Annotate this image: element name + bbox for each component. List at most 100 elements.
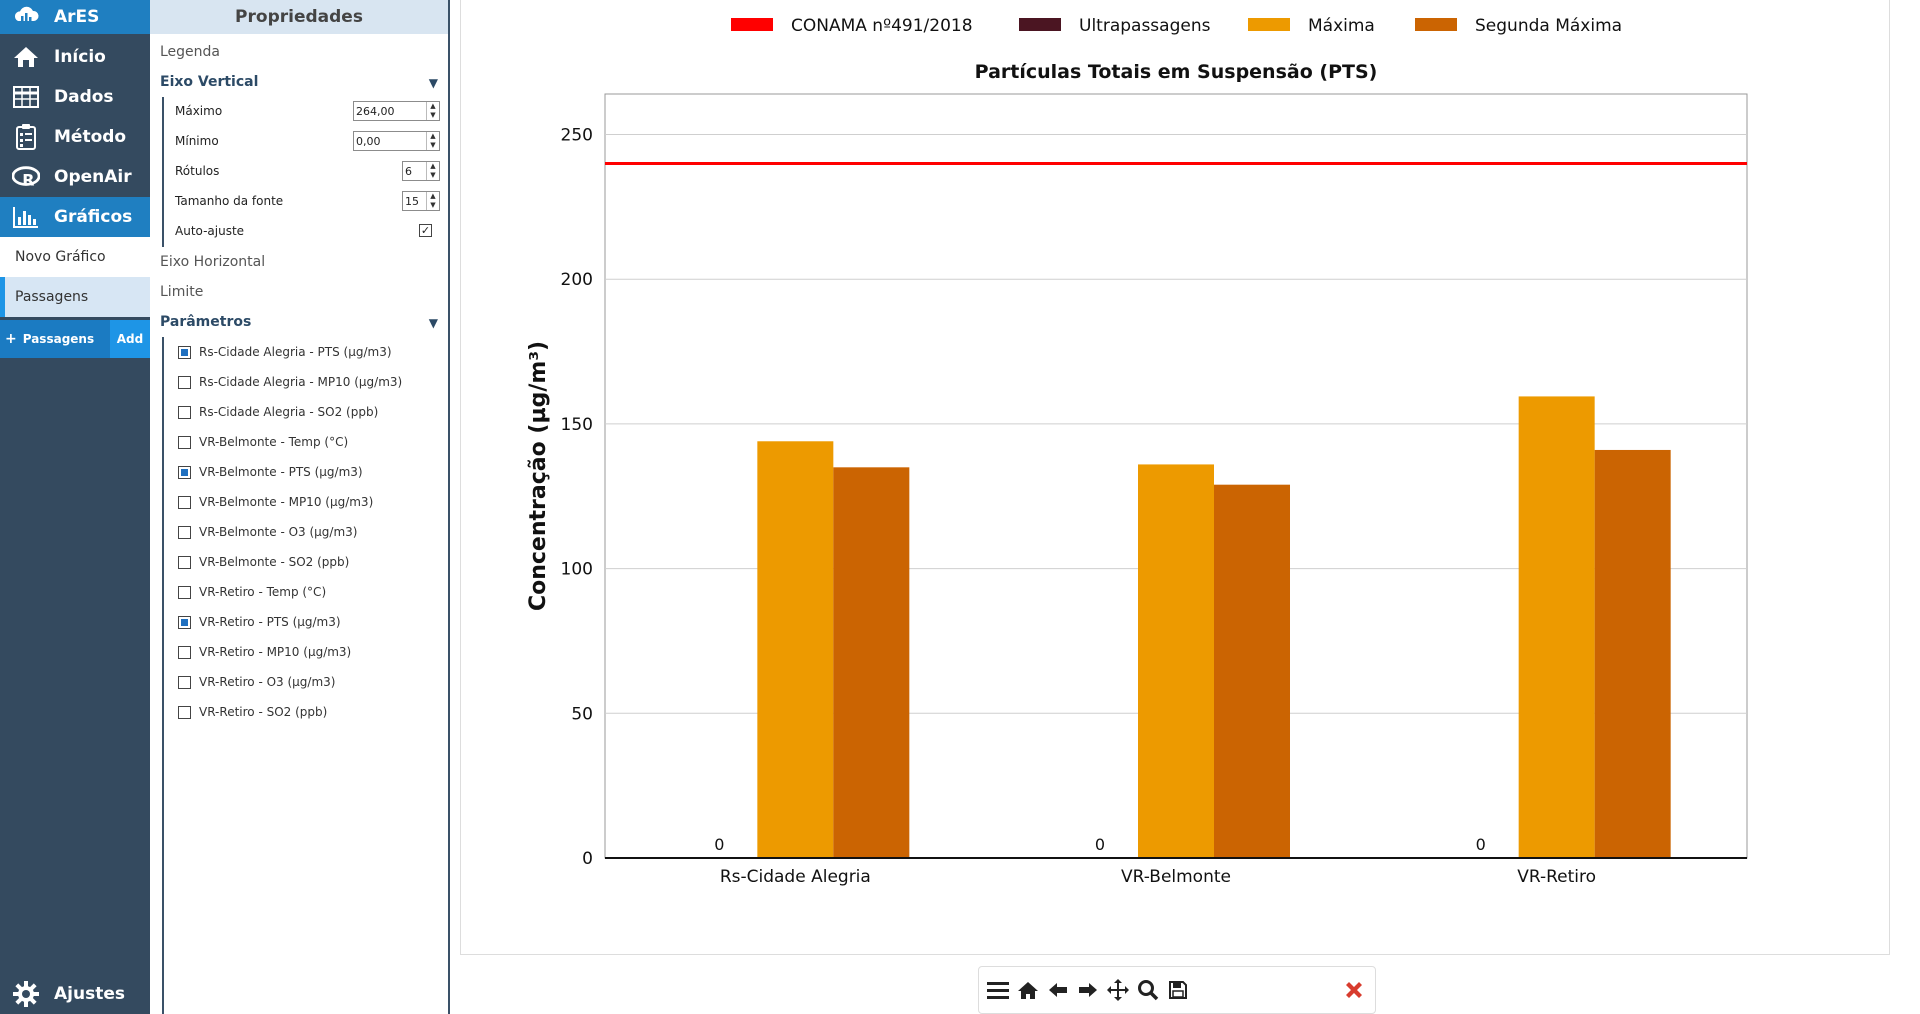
pan-icon[interactable] (1103, 975, 1133, 1005)
parameter-item[interactable]: VR-Retiro - PTS (µg/m3) (178, 610, 341, 634)
legend-swatch (1019, 18, 1061, 31)
parameter-checkbox[interactable] (178, 705, 191, 719)
parameter-item[interactable]: VR-Retiro - SO2 (ppb) (178, 700, 327, 724)
minimo-spinbox[interactable]: 0,00 ▲ ▼ (353, 131, 440, 151)
nav-item-label: Início (54, 47, 106, 67)
gear-icon (12, 980, 40, 1008)
eixo-vertical-label: Eixo Vertical (160, 74, 259, 90)
parameter-checkbox[interactable] (178, 405, 191, 419)
parameter-item[interactable]: VR-Retiro - MP10 (µg/m3) (178, 640, 351, 664)
parametros-label: Parâmetros (160, 314, 252, 330)
nav-item-openair[interactable]: R OpenAir (0, 157, 150, 197)
parameter-checkbox[interactable] (178, 435, 191, 449)
nav-item-label: Dados (54, 87, 114, 107)
menu-icon[interactable] (983, 975, 1013, 1005)
parameter-checkbox[interactable] (178, 585, 191, 599)
chart-title: Partículas Totais em Suspensão (PTS) (975, 61, 1378, 83)
bar-chart-icon (12, 203, 40, 231)
tree-line (162, 97, 164, 247)
parameter-item[interactable]: VR-Retiro - Temp (°C) (178, 580, 326, 604)
parameter-checkbox[interactable] (178, 645, 191, 659)
home-icon[interactable] (1013, 975, 1043, 1005)
legend-swatch (731, 18, 773, 31)
maximo-spinbox[interactable]: 264,00 ▲ ▼ (353, 101, 440, 121)
maximo-field-row: Máximo 264,00 ▲ ▼ (175, 99, 440, 123)
parameter-label: VR-Belmonte - PTS (µg/m3) (199, 465, 363, 479)
legend-swatch (1248, 18, 1290, 31)
y-tick-label: 150 (561, 415, 593, 435)
parameter-label: VR-Belmonte - MP10 (µg/m3) (199, 495, 374, 509)
nav-item-ajustes[interactable]: Ajustes (0, 974, 150, 1014)
parameter-item[interactable]: Rs-Cidade Alegria - PTS (µg/m3) (178, 340, 392, 364)
parameter-checkbox[interactable] (178, 495, 191, 509)
back-arrow-icon[interactable] (1043, 975, 1073, 1005)
nav-item-metodo[interactable]: Método (0, 117, 150, 157)
tree-line (162, 337, 164, 1014)
parameter-checkbox[interactable] (178, 345, 191, 359)
auto-ajuste-checkbox[interactable]: ✓ (419, 224, 432, 237)
sub-item-passagens[interactable]: Passagens (0, 277, 150, 317)
parameter-label: VR-Retiro - SO2 (ppb) (199, 705, 328, 719)
legend-swatch (1415, 18, 1457, 31)
parameter-item[interactable]: VR-Belmonte - SO2 (ppb) (178, 550, 349, 574)
parameter-item[interactable]: VR-Belmonte - PTS (µg/m3) (178, 460, 363, 484)
properties-panel: Propriedades Legenda Eixo Vertical ▼ Máx… (150, 0, 450, 1014)
home-icon (12, 43, 40, 71)
parameter-label: VR-Retiro - O3 (µg/m3) (199, 675, 336, 689)
clipboard-icon (12, 123, 40, 151)
tamanho-fonte-value: 15 (405, 194, 419, 208)
maximo-label: Máximo (175, 104, 223, 118)
parameter-item[interactable]: VR-Retiro - O3 (µg/m3) (178, 670, 335, 694)
nav-item-dados[interactable]: Dados (0, 77, 150, 117)
add-passagens-row: + Passagens Add (0, 320, 150, 358)
spin-arrows-icon[interactable]: ▲ ▼ (426, 192, 439, 210)
spin-arrows-icon[interactable]: ▲ ▼ (426, 102, 439, 120)
ares-logo-icon (12, 3, 40, 31)
vertical-scrollbar[interactable] (1894, 0, 1920, 1014)
app-brand[interactable]: ArES (0, 0, 150, 34)
parameter-checkbox[interactable] (178, 525, 191, 539)
app-brand-label: ArES (54, 7, 100, 27)
collapse-triangle-icon[interactable]: ▼ (428, 76, 438, 90)
parameter-checkbox[interactable] (178, 465, 191, 479)
legend-label: CONAMA nº491/2018 (791, 16, 973, 36)
forward-arrow-icon[interactable] (1073, 975, 1103, 1005)
parameter-item[interactable]: Rs-Cidade Alegria - SO2 (ppb) (178, 400, 378, 424)
parameter-checkbox[interactable] (178, 555, 191, 569)
parametros-section[interactable]: Parâmetros (160, 314, 251, 330)
minimo-label: Mínimo (175, 134, 219, 148)
collapse-triangle-icon[interactable]: ▼ (428, 316, 438, 330)
nav-item-label: OpenAir (54, 167, 132, 187)
x-tick-label: VR-Belmonte (1121, 867, 1231, 887)
zoom-icon[interactable] (1133, 975, 1163, 1005)
save-icon[interactable] (1163, 975, 1193, 1005)
nav-item-inicio[interactable]: Início (0, 37, 150, 77)
spin-arrows-icon[interactable]: ▲ ▼ (426, 132, 439, 150)
tamanho-fonte-spinbox[interactable]: 15 ▲ ▼ (402, 191, 440, 211)
rotulos-spinbox[interactable]: 6 ▲ ▼ (402, 161, 440, 181)
parameter-checkbox[interactable] (178, 675, 191, 689)
parameter-label: VR-Retiro - MP10 (µg/m3) (199, 645, 352, 659)
plot-toolbar (978, 966, 1376, 1014)
legenda-section[interactable]: Legenda (160, 44, 221, 60)
chart-area: 0 50 100 150 200 250 Partículas Totais em Susp… (460, 0, 1890, 1014)
y-tick-label: 200 (561, 270, 593, 290)
parameter-checkbox[interactable] (178, 615, 191, 629)
add-button[interactable]: Add (110, 320, 150, 358)
parameter-item[interactable]: VR-Belmonte - O3 (µg/m3) (178, 520, 357, 544)
limite-section[interactable]: Limite (160, 284, 204, 300)
parameter-checkbox[interactable] (178, 375, 191, 389)
parameter-label: VR-Belmonte - O3 (µg/m3) (199, 525, 358, 539)
parameter-item[interactable]: VR-Belmonte - MP10 (µg/m3) (178, 490, 373, 514)
spin-arrows-icon[interactable]: ▲ ▼ (426, 162, 439, 180)
parameter-item[interactable]: Rs-Cidade Alegria - MP10 (µg/m3) (178, 370, 402, 394)
eixo-vertical-section[interactable]: Eixo Vertical (160, 74, 450, 90)
sub-item-novo-grafico[interactable]: Novo Gráfico (0, 237, 150, 277)
eixo-horizontal-section[interactable]: Eixo Horizontal (160, 254, 266, 270)
legend-label: Segunda Máxima (1475, 16, 1622, 36)
nav-item-label: Gráficos (54, 207, 133, 227)
parameter-item[interactable]: VR-Belmonte - Temp (°C) (178, 430, 348, 454)
nav-item-graficos[interactable]: Gráficos (0, 197, 150, 237)
close-icon[interactable] (1339, 975, 1369, 1005)
bar-segunda-máxima (833, 467, 910, 858)
